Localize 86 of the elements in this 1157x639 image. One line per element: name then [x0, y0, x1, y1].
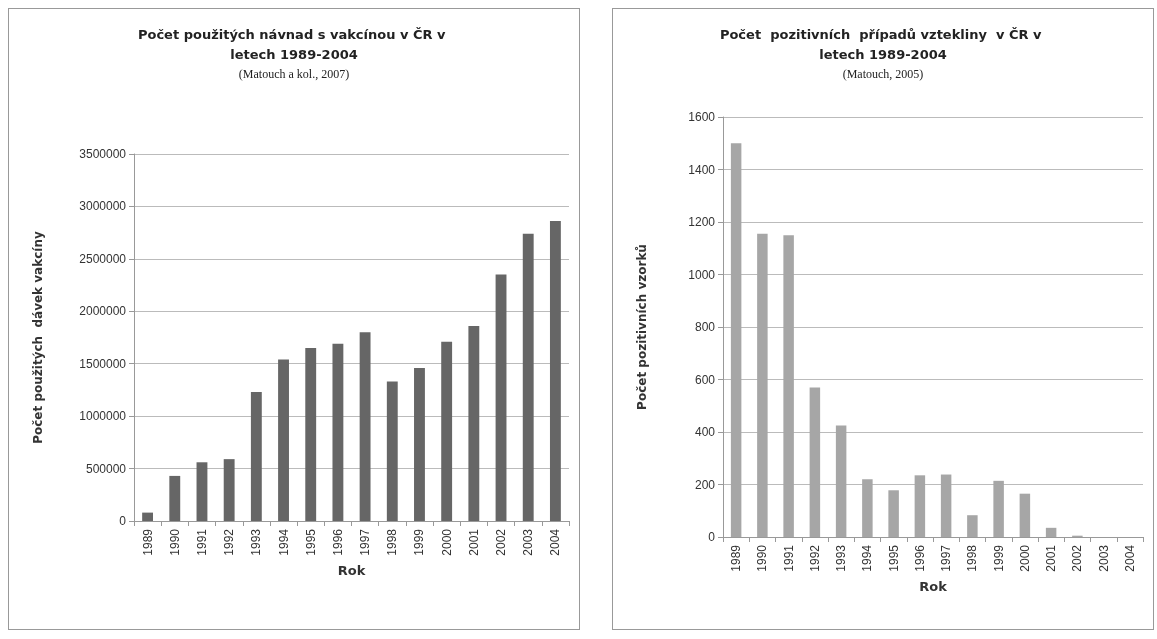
bar — [835, 425, 847, 537]
y-tick-label: 1500000 — [79, 356, 127, 371]
x-tick-label: 1993 — [249, 528, 264, 556]
y-tick-label: 0 — [119, 514, 127, 528]
x-tick-label: 1998 — [965, 544, 980, 572]
y-tick-label: 1600 — [688, 110, 716, 124]
x-tick-label: 2004 — [548, 528, 563, 556]
y-tick-label: 1400 — [688, 162, 716, 177]
x-tick-label: 2000 — [439, 528, 454, 556]
y-tick-label: 2000000 — [79, 304, 127, 319]
x-tick-label: 1998 — [385, 528, 400, 556]
bar — [862, 479, 873, 537]
x-tick-label: 2002 — [494, 528, 509, 556]
x-tick-label: 1997 — [358, 528, 373, 556]
bar — [809, 387, 821, 537]
bar — [332, 343, 344, 521]
y-tick-label: 500000 — [85, 461, 127, 476]
x-tick-label: 2000 — [1017, 544, 1032, 572]
y-tick-label: 800 — [694, 320, 716, 334]
chart-subtitle: (Matouch a kol., 2007) — [238, 67, 350, 81]
x-tick-label: 1997 — [939, 544, 954, 572]
bar — [142, 512, 154, 521]
bar — [1019, 493, 1031, 537]
y-tick-label: 1000000 — [79, 409, 127, 424]
x-tick-label: 1995 — [886, 544, 901, 572]
chart-title: Počet pozitivních případů vztekliny v ČR v letech 1989-2004 — [719, 26, 1047, 62]
y-tick-label: 0 — [708, 530, 716, 544]
bar — [359, 332, 371, 521]
chart-title: Počet použitých návnad s vakcínou v ČR v letech 1989-2004 — [137, 26, 451, 62]
bar — [993, 480, 1004, 537]
bar — [495, 274, 507, 521]
x-tick-label: 1999 — [412, 528, 427, 556]
bar — [522, 233, 534, 521]
bar — [1045, 527, 1057, 537]
bar — [730, 143, 742, 537]
bar — [914, 475, 926, 537]
x-tick-label: 1992 — [807, 544, 822, 572]
x-tick-label: 1992 — [222, 528, 237, 556]
bar — [278, 359, 289, 521]
x-axis-title: Rok — [337, 562, 366, 578]
bar — [196, 462, 208, 521]
x-tick-label: 2003 — [1096, 544, 1111, 572]
y-tick-label: 3000000 — [79, 199, 127, 214]
bar — [468, 325, 480, 521]
y-tick-label: 600 — [694, 372, 716, 387]
bar — [169, 475, 181, 521]
x-tick-label: 1999 — [991, 544, 1006, 572]
x-tick-label: 1991 — [194, 528, 209, 556]
y-tick-label: 2500000 — [79, 251, 127, 266]
x-tick-label: 1996 — [912, 544, 927, 572]
bar — [414, 367, 425, 521]
x-tick-label: 2001 — [466, 528, 481, 556]
x-tick-label: 1989 — [140, 528, 155, 556]
y-tick-label: 1200 — [688, 215, 716, 229]
y-tick-label: 400 — [694, 425, 716, 439]
x-tick-label: 1994 — [860, 544, 875, 572]
bar — [940, 474, 952, 537]
x-tick-label: 1995 — [303, 528, 318, 556]
x-tick-label: 1996 — [330, 528, 345, 556]
bar — [888, 490, 899, 537]
x-tick-label: 2003 — [521, 528, 536, 556]
x-tick-label: 1991 — [781, 544, 796, 572]
y-axis-title: Počet použitých dávek vakcíny — [31, 231, 45, 444]
y-axis-title: Počet pozitivních vzorků — [635, 244, 649, 410]
x-tick-label: 1989 — [729, 544, 744, 572]
x-tick-label: 1990 — [755, 544, 770, 572]
x-tick-label: 2004 — [1122, 544, 1137, 572]
bar — [223, 459, 235, 521]
bar — [441, 341, 453, 521]
x-tick-label: 1994 — [276, 528, 291, 556]
x-tick-label: 2001 — [1044, 544, 1059, 572]
bar — [386, 381, 398, 521]
bar — [757, 233, 768, 537]
y-tick-label: 200 — [694, 477, 716, 492]
chart-subtitle: (Matouch, 2005) — [842, 67, 924, 81]
x-tick-label: 2002 — [1070, 544, 1085, 572]
bar — [967, 515, 978, 537]
bar — [250, 392, 262, 521]
x-tick-label: 1993 — [834, 544, 849, 572]
bar — [549, 221, 561, 521]
y-tick-label: 1000 — [688, 267, 716, 282]
x-tick-label: 1990 — [167, 528, 182, 556]
y-tick-label: 3500000 — [79, 147, 127, 161]
x-axis-title: Rok — [919, 578, 948, 594]
bar — [783, 235, 794, 537]
bar — [305, 347, 317, 521]
